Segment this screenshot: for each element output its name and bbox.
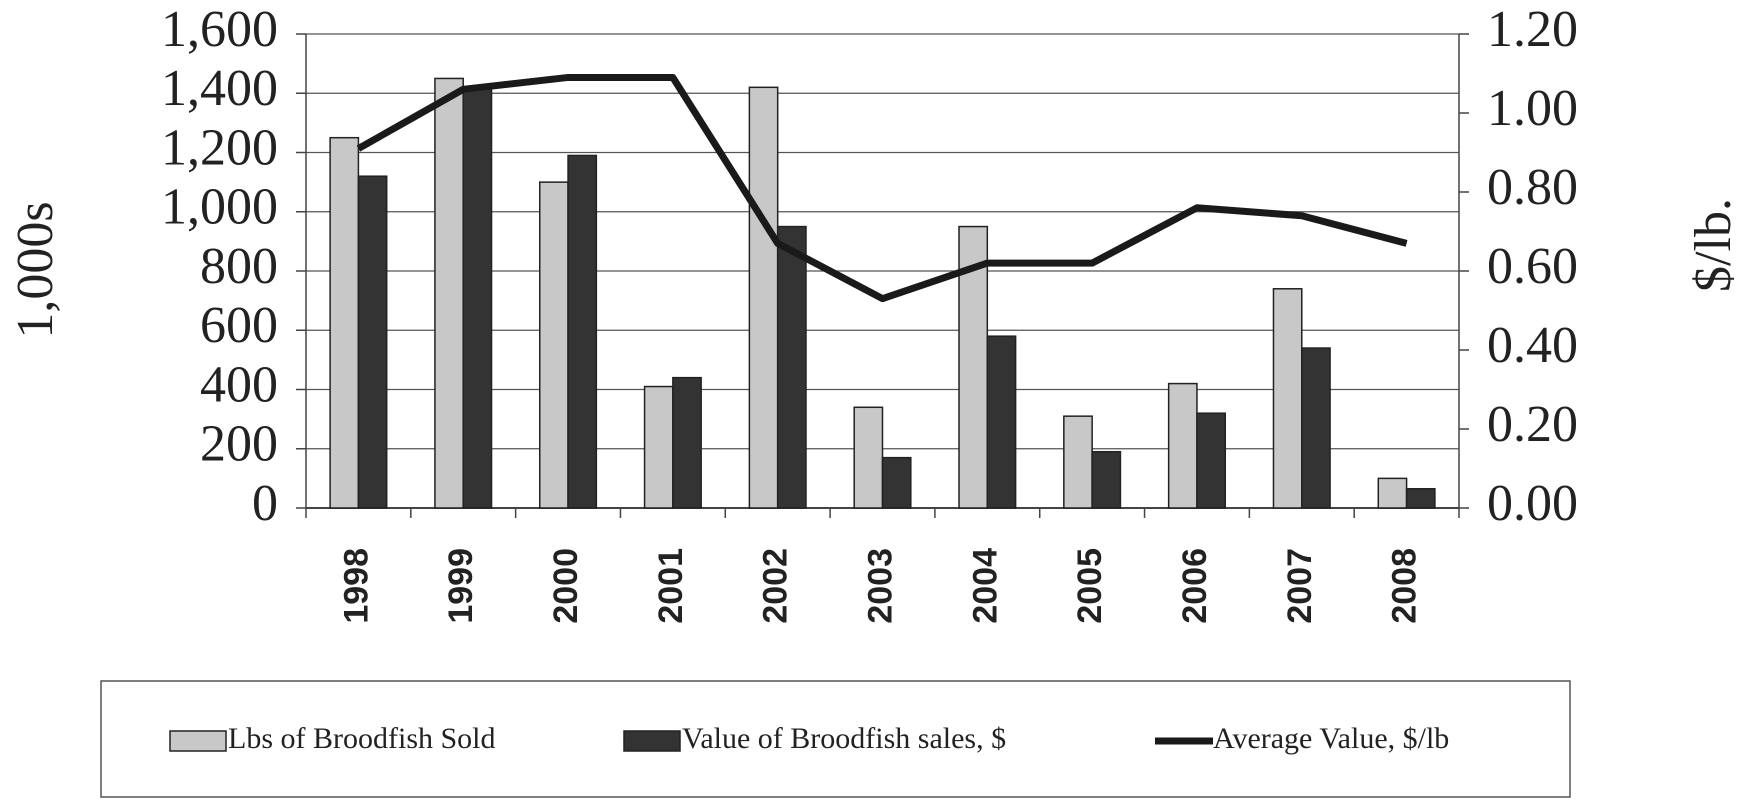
bar (434, 77, 464, 509)
y-tick-label: 1,200 (161, 119, 278, 176)
y-tick-label: 1,000 (161, 179, 278, 236)
x-tick-label: 1999 (442, 548, 480, 624)
bar (1063, 415, 1093, 509)
bar (748, 86, 779, 509)
y-tick-label: 800 (200, 238, 278, 295)
y-tick-label: 0 (252, 475, 278, 532)
y2-tick-label: 0.20 (1487, 396, 1578, 453)
bar (643, 385, 674, 509)
y2-tick-label: 0.60 (1487, 238, 1578, 295)
legend-box (100, 680, 1571, 798)
x-tick-label: 1998 (337, 548, 375, 624)
bar (462, 86, 493, 509)
x-tick-label: 2001 (652, 548, 690, 624)
bar (538, 181, 569, 509)
bar (776, 225, 807, 509)
y-tick-label: 600 (200, 297, 278, 354)
bar (567, 154, 598, 509)
x-tick-label: 2000 (547, 548, 585, 624)
bar (986, 335, 1017, 509)
line (356, 73, 1408, 303)
bar (1301, 347, 1331, 509)
bar (1091, 450, 1122, 509)
legend-label: Value of Broodfish sales, $ (682, 722, 1006, 755)
y-axis-label: 1,000s (7, 201, 64, 338)
bar (1196, 412, 1227, 509)
x-tick-label: 2005 (1071, 548, 1109, 624)
x-tick-label: 2003 (861, 548, 899, 624)
legend-swatch (623, 730, 681, 752)
y2-tick-label: 1.20 (1487, 1, 1578, 58)
legend-label: Average Value, $/lb (1213, 722, 1449, 755)
y-tick-label: 1,400 (161, 60, 278, 117)
y-tick-label: 1,600 (161, 1, 278, 58)
legend-swatch (169, 730, 227, 752)
x-tick-label: 2002 (757, 548, 795, 624)
legend-label: Lbs of Broodfish Sold (228, 722, 496, 755)
x-tick-label: 2007 (1281, 548, 1319, 624)
bar (853, 406, 884, 509)
y2-tick-label: 1.00 (1487, 80, 1578, 137)
bar (357, 175, 388, 509)
bar (329, 136, 360, 509)
x-tick-label: 2006 (1176, 548, 1214, 624)
bar (1167, 382, 1198, 509)
bar (881, 456, 912, 509)
x-tick-label: 2004 (966, 548, 1004, 624)
bar (1405, 487, 1436, 509)
y-tick-label: 400 (200, 356, 278, 413)
bar (1377, 477, 1408, 509)
y2-axis-label: $/lb. (1685, 198, 1742, 292)
bar (672, 376, 702, 509)
x-tick-label: 2008 (1386, 548, 1424, 624)
y-tick-label: 200 (200, 416, 278, 473)
y2-tick-label: 0.00 (1487, 475, 1578, 532)
bar (1272, 288, 1303, 509)
y2-tick-label: 0.80 (1487, 159, 1578, 216)
y2-tick-label: 0.40 (1487, 317, 1578, 374)
